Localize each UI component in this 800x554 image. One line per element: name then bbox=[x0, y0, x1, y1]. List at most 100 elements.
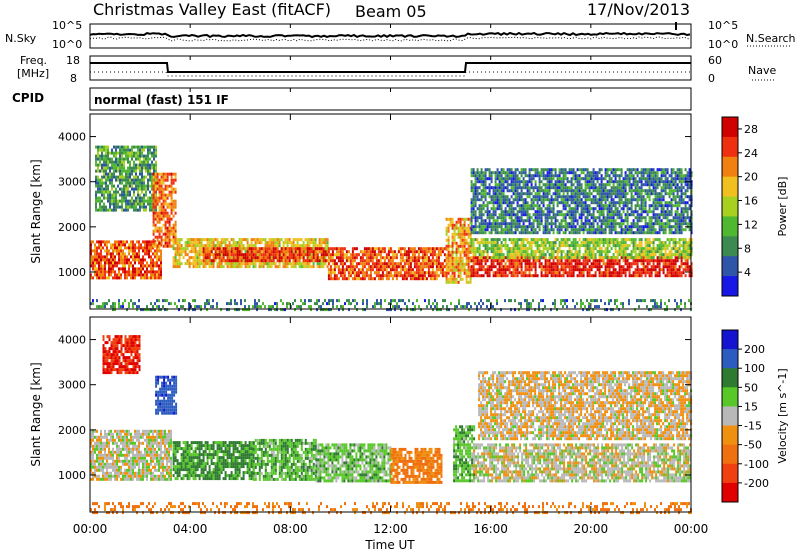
data-cell bbox=[128, 243, 130, 247]
data-cell bbox=[218, 262, 221, 266]
data-cell bbox=[542, 256, 545, 260]
data-cell bbox=[431, 250, 434, 254]
data-cell bbox=[512, 265, 515, 269]
data-cell bbox=[103, 163, 105, 167]
data-cell bbox=[164, 172, 167, 176]
data-cell bbox=[644, 241, 647, 245]
data-cell bbox=[522, 219, 525, 223]
data-cell bbox=[123, 160, 125, 164]
data-cell bbox=[286, 241, 289, 245]
data-cell bbox=[662, 247, 665, 251]
data-cell bbox=[642, 271, 645, 275]
data-cell bbox=[168, 220, 171, 224]
data-cell bbox=[107, 151, 109, 155]
data-cell bbox=[270, 250, 273, 254]
data-cell bbox=[140, 273, 142, 277]
data-cell bbox=[461, 238, 464, 242]
data-cell bbox=[474, 213, 477, 217]
data-cell bbox=[146, 240, 148, 244]
data-cell bbox=[133, 187, 135, 191]
data-cell bbox=[355, 274, 358, 278]
data-cell bbox=[282, 256, 285, 260]
data-cell bbox=[155, 208, 157, 212]
data-cell bbox=[238, 259, 241, 263]
data-cell bbox=[164, 229, 167, 233]
data-cell bbox=[286, 238, 289, 242]
data-cell bbox=[586, 238, 589, 242]
data-cell bbox=[120, 261, 122, 265]
data-cell bbox=[162, 244, 165, 248]
data-cell bbox=[560, 244, 563, 248]
data-cell bbox=[429, 265, 432, 269]
data-cell bbox=[602, 271, 605, 275]
data-cell bbox=[528, 213, 531, 217]
data-cell bbox=[457, 244, 460, 248]
data-cell bbox=[262, 259, 265, 263]
data-cell bbox=[308, 241, 311, 245]
data-cell bbox=[476, 250, 479, 254]
data-cell bbox=[584, 253, 587, 257]
data-cell bbox=[110, 264, 112, 268]
data-cell bbox=[528, 216, 531, 220]
data-cell bbox=[518, 256, 521, 260]
data-cell bbox=[131, 148, 133, 152]
data-cell bbox=[459, 235, 462, 239]
data-cell bbox=[162, 196, 165, 200]
data-cell bbox=[135, 169, 137, 173]
data-cell bbox=[411, 271, 414, 275]
data-cell bbox=[226, 259, 229, 263]
data-cell bbox=[397, 265, 400, 269]
data-cell bbox=[164, 238, 167, 242]
data-cell bbox=[582, 253, 585, 257]
data-cell bbox=[116, 240, 118, 244]
data-cell bbox=[103, 196, 105, 200]
data-cell bbox=[399, 253, 402, 257]
data-cell bbox=[610, 256, 613, 260]
data-cell bbox=[538, 186, 541, 190]
data-cell bbox=[103, 193, 105, 197]
data-cell bbox=[240, 253, 243, 257]
data-cell bbox=[516, 177, 519, 181]
data-cell bbox=[494, 174, 497, 178]
data-cell bbox=[582, 271, 585, 275]
data-cell bbox=[602, 241, 605, 245]
data-cell bbox=[435, 274, 438, 278]
data-cell bbox=[552, 271, 555, 275]
data-cell bbox=[516, 225, 519, 229]
data-cell bbox=[106, 240, 108, 244]
data-cell bbox=[198, 256, 201, 260]
data-cell bbox=[118, 249, 120, 253]
data-cell bbox=[562, 201, 565, 205]
data-cell bbox=[292, 250, 295, 254]
data-cell bbox=[476, 168, 479, 172]
data-cell bbox=[504, 222, 507, 226]
data-cell bbox=[614, 268, 617, 272]
data-cell bbox=[472, 228, 475, 232]
data-cell bbox=[532, 250, 535, 254]
data-cell bbox=[150, 246, 152, 250]
data-cell bbox=[500, 216, 503, 220]
data-cell bbox=[151, 184, 153, 188]
data-cell bbox=[234, 262, 237, 266]
data-cell bbox=[530, 207, 533, 211]
data-cell bbox=[196, 244, 199, 248]
data-cell bbox=[542, 198, 545, 202]
data-cell bbox=[312, 244, 315, 248]
data-cell bbox=[139, 202, 141, 206]
data-cell bbox=[427, 262, 430, 266]
data-cell bbox=[500, 186, 503, 190]
data-cell bbox=[612, 244, 615, 248]
data-cell bbox=[156, 255, 158, 259]
data-cell bbox=[544, 238, 547, 242]
data-cell bbox=[500, 262, 503, 266]
data-cell bbox=[425, 256, 428, 260]
data-cell bbox=[568, 262, 571, 266]
data-cell bbox=[132, 255, 134, 259]
data-cell bbox=[564, 183, 567, 187]
data-cell bbox=[572, 274, 575, 278]
data-cell bbox=[270, 244, 273, 248]
data-cell bbox=[564, 268, 567, 272]
data-cell bbox=[463, 223, 466, 227]
data-cell bbox=[538, 222, 541, 226]
data-cell bbox=[554, 271, 557, 275]
